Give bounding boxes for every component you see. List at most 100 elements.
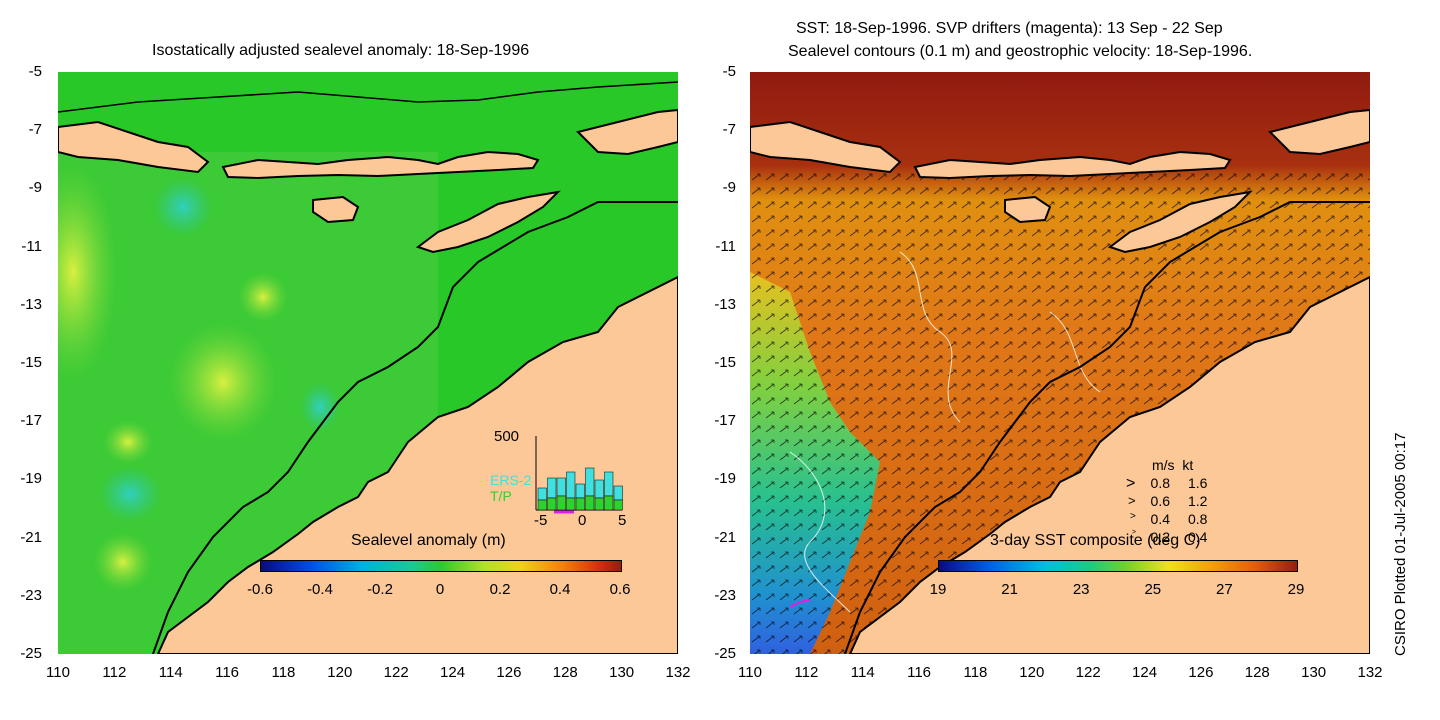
left-colorbar-tick-5: 0.4	[549, 581, 571, 598]
left-ytick-6: -17	[20, 412, 42, 430]
left-xtick-7: 124	[440, 664, 466, 681]
left-panel-title: Isostatically adjusted sealevel anomaly:…	[152, 42, 530, 59]
histogram-bar-ers2	[585, 467, 595, 497]
velocity-legend-kt-3: 0.4	[1188, 529, 1208, 545]
histogram-bar-ers2	[575, 483, 585, 499]
left-xtick-5: 120	[327, 664, 353, 681]
svp-drifter-track	[789, 599, 811, 608]
histogram-bar-ers2	[566, 471, 576, 499]
left-ytick-5: -15	[20, 354, 42, 371]
right-ytick-9: -23	[714, 586, 736, 604]
histogram-bar-tp	[604, 495, 614, 511]
velocity-legend-kt-1: 1.2	[1188, 493, 1208, 509]
velocity-legend-kt-0: 1.6	[1188, 475, 1208, 491]
right-colorbar-tick-1: 21	[1001, 581, 1018, 598]
histogram-bar-ers2	[613, 485, 623, 501]
sumba-land	[312, 195, 360, 224]
sla-high-nw	[103, 420, 153, 464]
right-ytick-8: -21	[714, 528, 736, 546]
right-xtick-0: 110	[738, 664, 762, 681]
java-land-sst	[750, 120, 902, 174]
left-ytick-10: -25	[20, 645, 42, 662]
right-ytick-0: -5	[722, 63, 736, 80]
left-ytick-7: -19	[20, 470, 42, 488]
right-colorbar	[938, 560, 1298, 572]
left-xtick-6: 122	[383, 664, 409, 681]
right-xtick-5: 120	[1019, 664, 1045, 681]
sla-high-sw	[93, 532, 153, 592]
left-ytick-2: -9	[28, 179, 42, 197]
left-xtick-1: 112	[102, 664, 127, 681]
australia-land-sst	[848, 275, 1370, 654]
right-ytick-10: -25	[714, 645, 736, 662]
left-xtick-10: 130	[609, 664, 635, 681]
sla-high-small	[238, 272, 288, 322]
australia-land	[156, 275, 678, 654]
left-xtick-0: 110	[46, 664, 70, 681]
right-colorbar-tick-3: 25	[1144, 581, 1162, 598]
left-colorbar-tick-4: 0.2	[489, 581, 511, 598]
velocity-legend-ms-2: 0.4	[1150, 511, 1170, 527]
left-xtick-9: 128	[552, 664, 578, 681]
velocity-legend-arrow-3: >	[1132, 529, 1137, 536]
left-xtick-8: 126	[496, 664, 522, 681]
sealevel-contour-2	[789, 451, 851, 613]
left-ytick-8: -21	[20, 528, 42, 546]
sla-low-south	[98, 466, 162, 522]
sealevel-anomaly-map	[58, 72, 678, 654]
right-ytick-4: -13	[714, 295, 736, 313]
right-xtick-11: 132	[1357, 664, 1383, 681]
shelf-contour-sst	[844, 201, 1370, 654]
right-xtick-3: 116	[907, 664, 932, 681]
banda-islands-sst	[1268, 108, 1370, 156]
timor-land	[415, 190, 561, 254]
histogram-bar-ers2	[594, 479, 604, 499]
lesser-sunda-islands-sst	[913, 150, 1232, 180]
velocity-legend-kt-2: 0.8	[1188, 511, 1208, 527]
right-ytick-3: -11	[715, 237, 736, 255]
left-ytick-9: -23	[20, 586, 42, 604]
histogram-bar-tp	[537, 499, 547, 511]
shelf-contour	[152, 201, 678, 654]
left-colorbar-tick-0: -0.6	[247, 581, 273, 598]
credit-label: CSIRO Plotted 01-Jul-2005 00:17	[1392, 432, 1409, 656]
right-colorbar-tick-5: 29	[1287, 581, 1305, 598]
right-colorbar-tick-2: 23	[1072, 581, 1090, 598]
left-xtick-2: 114	[158, 664, 183, 681]
histogram-ymax: 500	[494, 428, 520, 445]
right-ytick-7: -19	[714, 470, 736, 488]
histogram-bar-tp	[575, 497, 585, 511]
left-colorbar-tick-2: -0.2	[367, 581, 393, 598]
sealevel-contour-1	[899, 251, 961, 423]
right-panel-title-line1: SST: 18-Sep-1996. SVP drifters (magenta)…	[796, 20, 1223, 37]
right-xtick-7: 124	[1132, 664, 1158, 681]
right-xtick-9: 128	[1244, 664, 1270, 681]
sst-map	[750, 72, 1370, 654]
histogram-xtick-zero: 0	[578, 512, 587, 529]
right-xtick-10: 130	[1301, 664, 1327, 681]
histogram-bar-tp	[585, 495, 595, 511]
histogram-legend-ers2: ERS-2	[490, 472, 532, 488]
velocity-legend-arrow-2: >	[1130, 511, 1136, 522]
histogram-bar-tp	[547, 497, 557, 511]
histogram-bar-tp	[556, 495, 566, 511]
left-xtick-3: 116	[215, 664, 240, 681]
right-ytick-6: -17	[714, 412, 736, 430]
left-colorbar-tick-6: 0.6	[609, 581, 631, 598]
right-ytick-1: -7	[722, 121, 736, 139]
velocity-legend-arrow-0: >	[1126, 475, 1136, 492]
right-xtick-4: 118	[963, 664, 988, 681]
banda-islands	[576, 108, 678, 156]
right-ytick-2: -9	[722, 179, 736, 197]
track-histogram	[535, 436, 623, 514]
sla-low-mid	[300, 382, 340, 432]
velocity-legend-header: m/s kt	[1152, 457, 1194, 473]
velocity-legend-ms-1: 0.6	[1150, 493, 1170, 509]
timor-land-sst	[1107, 190, 1253, 254]
right-xtick-8: 126	[1188, 664, 1214, 681]
histogram-legend-tp: T/P	[490, 488, 512, 504]
histogram-bar-ers2	[604, 471, 614, 497]
velocity-legend-ms-0: 0.8	[1150, 475, 1170, 491]
histogram-bar-ers2	[556, 477, 566, 497]
lesser-sunda-islands	[221, 150, 540, 180]
